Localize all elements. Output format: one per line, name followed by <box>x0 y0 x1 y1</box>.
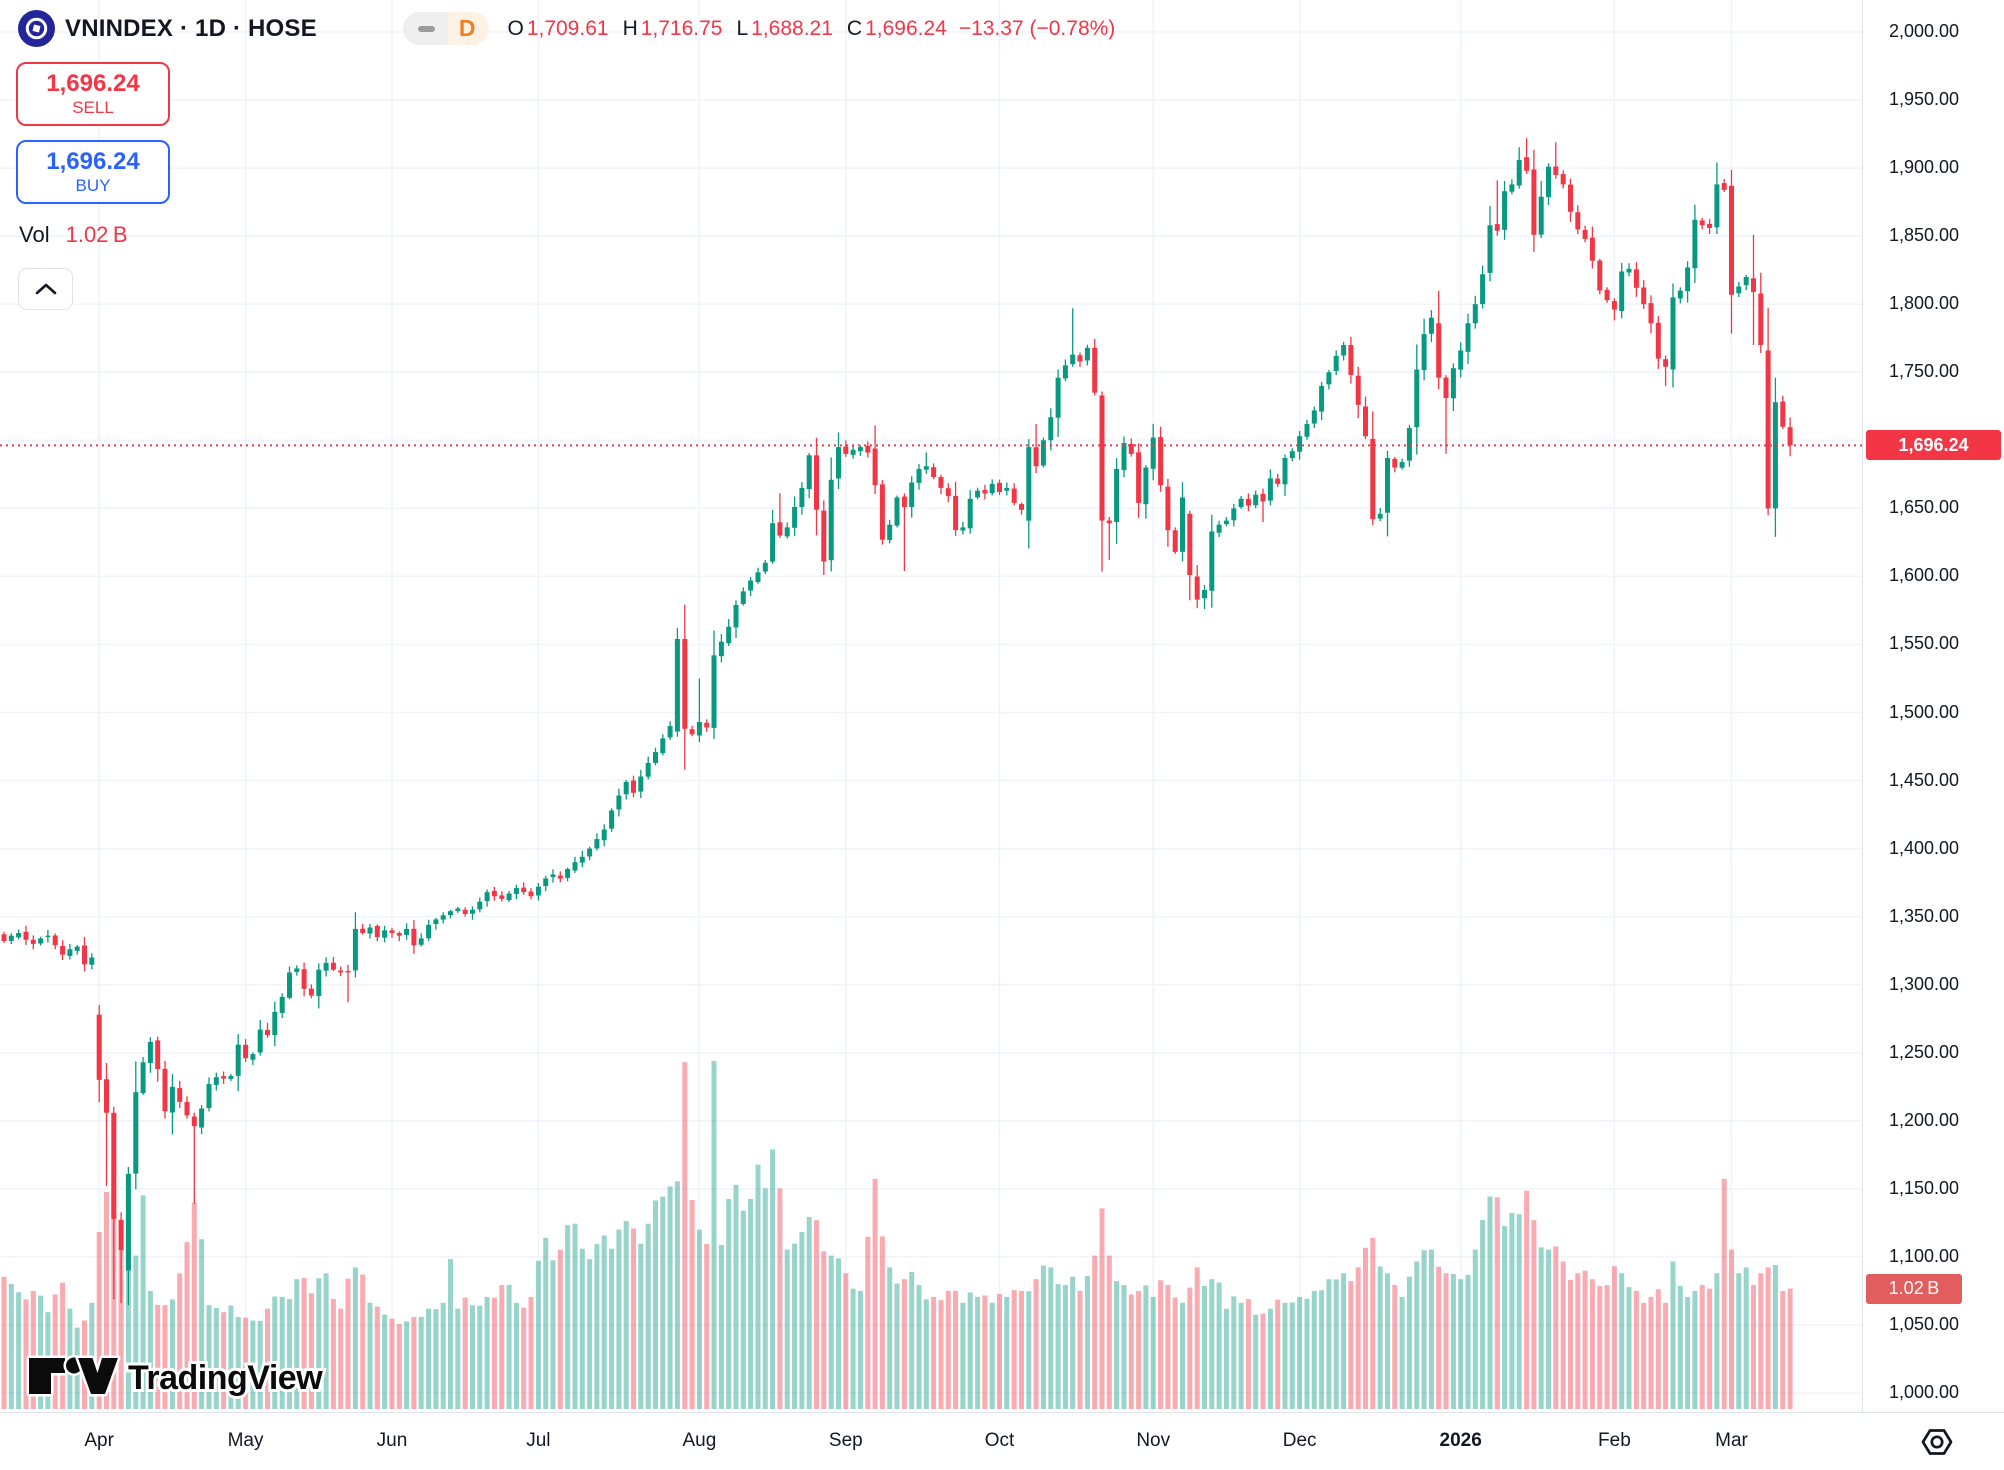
price-axis-label: 1,900.00 <box>1889 157 1960 178</box>
sell-label: SELL <box>72 97 114 117</box>
price-axis-label: 1,200.00 <box>1889 1109 1960 1130</box>
high-letter: H <box>622 16 638 40</box>
ohlc-values: O 1,709.61 H 1,716.75 L 1,688.21 C 1,696… <box>507 17 1115 41</box>
price-axis-label: 1,550.00 <box>1889 633 1960 654</box>
buy-label: BUY <box>75 175 111 195</box>
close-value: 1,696.24 <box>865 16 947 40</box>
open-value: 1,709.61 <box>526 16 609 40</box>
price-axis-label: 1,400.00 <box>1889 837 1960 858</box>
price-axis-label: 1,850.00 <box>1889 225 1960 246</box>
axis-settings-button[interactable] <box>1919 1426 1955 1458</box>
time-axis-label: Aug <box>682 1430 717 1451</box>
price-axis-label: 1,300.00 <box>1889 973 1960 994</box>
volume-legend-value: 1.02 B <box>65 222 128 247</box>
hexagon-eye-icon <box>1921 1429 1953 1455</box>
time-axis-label: Mar <box>1715 1430 1748 1451</box>
close-letter: C <box>846 16 863 40</box>
last-price-badge: 1,696.24 <box>1866 430 2001 461</box>
symbol-title: VNINDEX · 1D · HOSE <box>65 14 317 42</box>
price-axis[interactable]: 1,696.24 1.02 B 2,000.00 1,950.00 1,900.00… <box>1862 0 2004 1412</box>
tradingview-watermark[interactable]: TradingView <box>26 1348 356 1400</box>
time-axis-label: Jul <box>526 1430 551 1451</box>
time-axis[interactable]: Apr May Jun Jul Aug Sep Oct Nov Dec 2026 Feb Mar <box>0 1412 2004 1470</box>
volume-badge: 1.02 B <box>1866 1273 1962 1304</box>
time-axis-label: Dec <box>1282 1430 1317 1451</box>
candlestick-chart[interactable] <box>0 0 2004 1412</box>
price-axis-label: 2,000.00 <box>1889 21 1960 41</box>
time-axis-label: Feb <box>1598 1430 1631 1451</box>
symbol-logo-icon <box>18 10 55 47</box>
low-letter: L <box>736 16 749 40</box>
dash-icon <box>417 25 435 32</box>
tradingview-logo-icon <box>26 1355 121 1397</box>
time-axis-label: 2026 <box>1439 1430 1482 1451</box>
tradingview-wordmark: TradingView <box>128 1359 323 1397</box>
open-letter: O <box>507 16 524 40</box>
price-axis-label: 1,250.00 <box>1889 1041 1960 1062</box>
sell-button[interactable]: 1,696.24 SELL <box>16 62 170 126</box>
price-axis-label: 1,450.00 <box>1889 769 1960 790</box>
interval-segment[interactable]: D <box>447 12 490 45</box>
legend-collapse-segment[interactable] <box>402 12 448 45</box>
price-axis-label: 1,800.00 <box>1889 293 1960 314</box>
symbol-legend[interactable]: VNINDEX · 1D · HOSE D O 1,709.61 H 1,716… <box>18 10 1115 47</box>
price-axis-label: 1,100.00 <box>1889 1245 1960 1266</box>
time-axis-label: Nov <box>1136 1430 1171 1451</box>
volume-legend[interactable]: Vol 1.02 B <box>19 222 128 248</box>
time-axis-label: Jun <box>376 1430 408 1451</box>
price-axis-label: 1,950.00 <box>1889 89 1960 110</box>
buy-price: 1,696.24 <box>46 148 140 176</box>
high-value: 1,716.75 <box>640 16 723 40</box>
low-value: 1,688.21 <box>751 16 833 40</box>
collapse-panel-button[interactable] <box>18 268 73 310</box>
price-axis-label: 1,150.00 <box>1889 1177 1960 1198</box>
interval-pill[interactable]: D <box>402 12 490 45</box>
time-axis-label: Sep <box>828 1430 863 1451</box>
price-axis-label: 1,500.00 <box>1889 701 1960 722</box>
price-axis-label: 1,050.00 <box>1889 1313 1960 1334</box>
sell-price: 1,696.24 <box>46 70 140 98</box>
price-axis-label: 1,650.00 <box>1889 497 1960 518</box>
change-value: −13.37 (−0.78%) <box>958 16 1116 40</box>
interval-label: D <box>458 15 476 41</box>
time-axis-label: Apr <box>84 1430 114 1451</box>
price-axis-label: 1,000.00 <box>1889 1382 1960 1402</box>
price-axis-label: 1,350.00 <box>1889 905 1960 926</box>
volume-legend-label: Vol <box>19 222 50 247</box>
buy-button[interactable]: 1,696.24 BUY <box>16 140 170 204</box>
price-axis-label: 1,750.00 <box>1889 361 1960 382</box>
time-axis-label: May <box>227 1430 264 1451</box>
price-axis-label: 1,600.00 <box>1889 565 1960 586</box>
chevron-up-icon <box>35 283 56 295</box>
time-axis-label: Oct <box>984 1430 1015 1451</box>
